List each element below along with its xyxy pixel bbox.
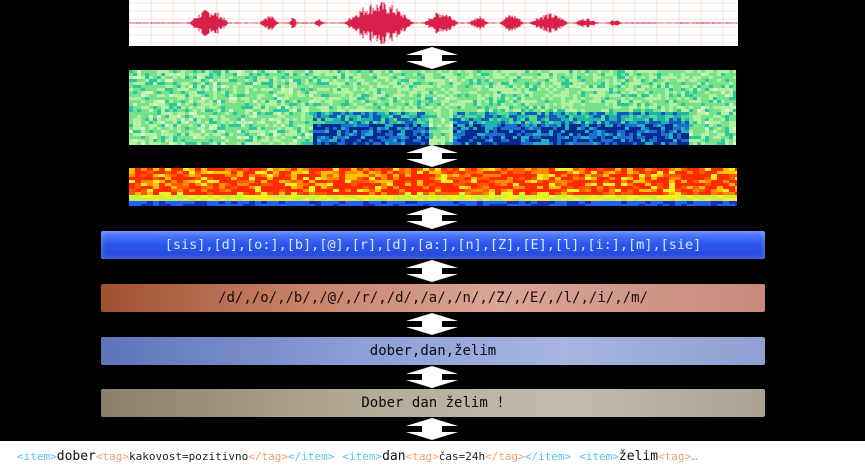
tag-open-token: <tag> (405, 449, 439, 463)
item-open-token: <item> (579, 449, 619, 463)
spectrogram-plot (129, 70, 736, 145)
waveform-plot (129, 0, 738, 46)
words-level: dober,dan,želim (101, 337, 765, 365)
tag-close-token: </tag> (248, 449, 288, 463)
feature-matrix-plot (129, 168, 737, 206)
item-close-token: </item> (287, 449, 335, 463)
feature-matrix-panel (129, 168, 737, 206)
markup-word: dober (56, 448, 96, 464)
markup-word: dan (382, 448, 406, 464)
double-arrow-icon (406, 418, 458, 440)
phonemes-level: /d/,/o/,/b/,/@/,/r/,/d/,/a/,/n/,/Z/,/E/,… (101, 284, 765, 312)
item-open-token: <item> (17, 449, 57, 463)
phones-level: [sis],[d],[o:],[b],[@],[r],[d],[a:],[n],… (101, 231, 765, 259)
tag-close-token: </tag> (485, 449, 525, 463)
markup-line: <item> dober <tag> kakovost=pozitivno </tag>… (0, 441, 865, 471)
double-arrow-icon (406, 145, 458, 167)
double-arrow-icon (406, 260, 458, 282)
item-close-token: </item> (524, 449, 572, 463)
tag-open-token-truncated: <tag>… (658, 449, 698, 463)
double-arrow-icon (406, 207, 458, 229)
markup-tag-value: čas=24h (438, 449, 486, 463)
double-arrow-icon (406, 47, 458, 69)
spectrogram-panel (129, 70, 736, 145)
item-open-token: <item> (342, 449, 383, 463)
sentence-level: Dober dan želim ! (101, 389, 765, 417)
double-arrow-icon (406, 313, 458, 335)
double-arrow-icon (406, 366, 458, 388)
waveform-panel (129, 0, 738, 46)
tag-open-token: <tag> (95, 449, 130, 463)
markup-word: želim (618, 448, 659, 464)
markup-tag-value: kakovost=pozitivno (129, 449, 249, 463)
